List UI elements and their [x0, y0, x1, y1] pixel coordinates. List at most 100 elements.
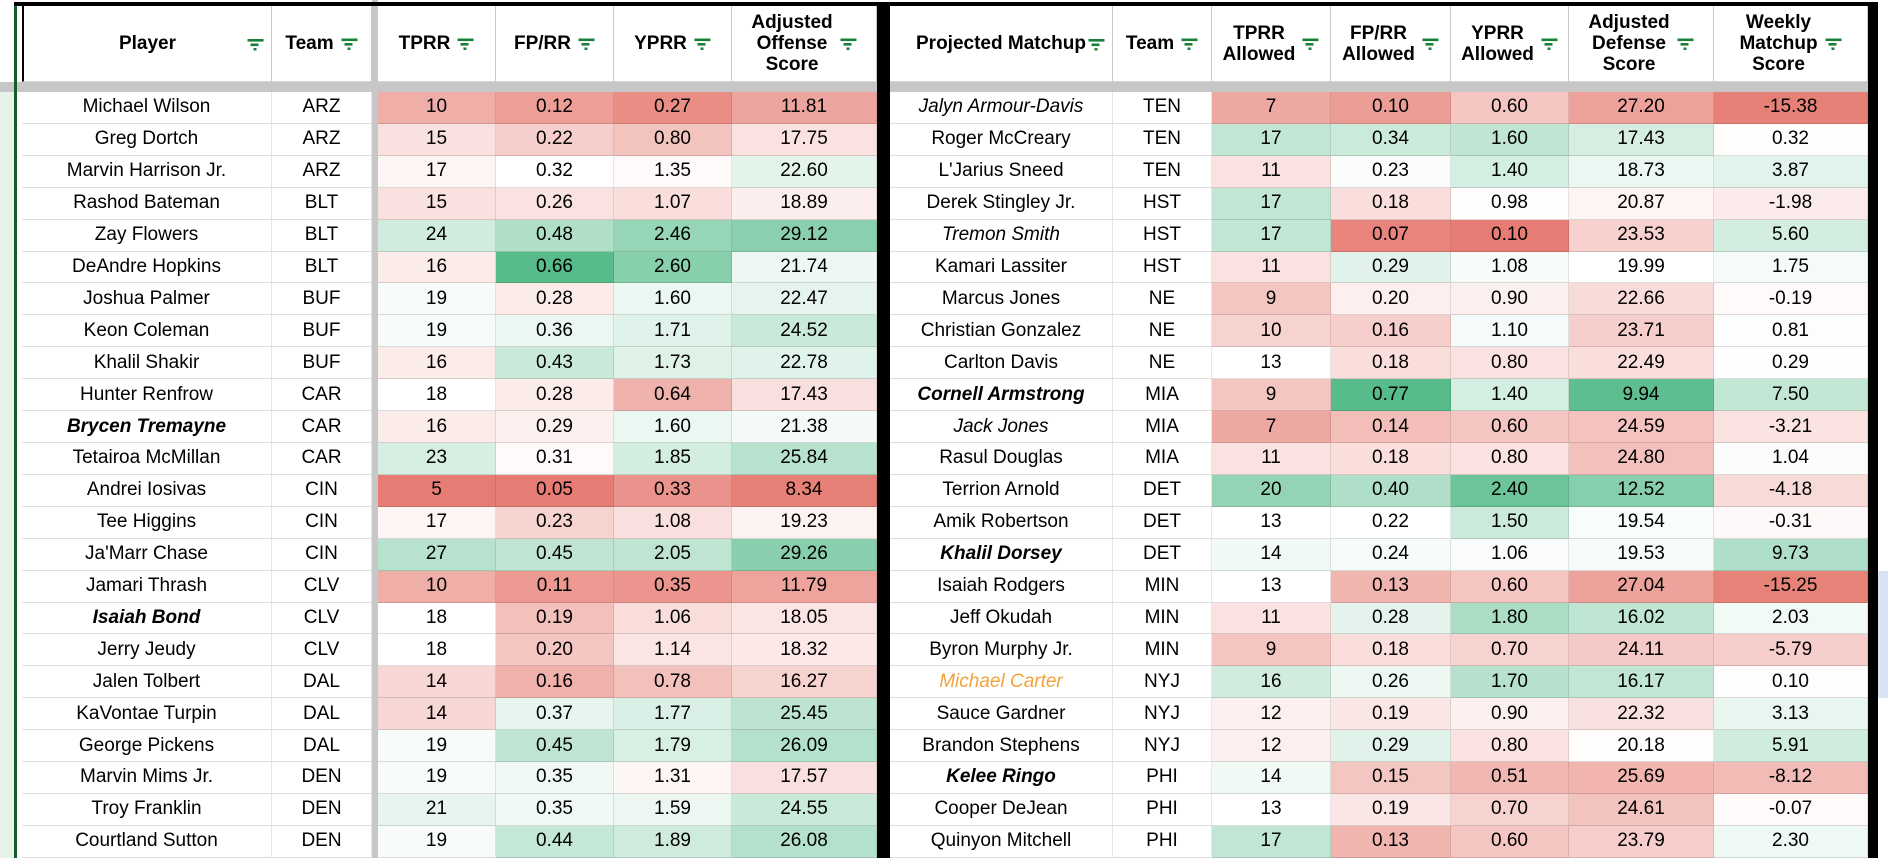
team-cell[interactable]: BLT [272, 251, 372, 284]
yprr-cell[interactable]: 1.31 [614, 762, 732, 794]
fp-rr-cell[interactable]: 0.26 [496, 187, 614, 220]
team-cell[interactable]: BUF [272, 347, 372, 380]
tprr-cell[interactable]: 21 [378, 793, 496, 826]
player-cell[interactable]: Kamari Lassiter [890, 251, 1113, 284]
team-cell[interactable]: ARZ [272, 155, 372, 188]
fp-rr-cell[interactable]: 0.36 [496, 315, 614, 348]
player-cell[interactable]: Jerry Jeudy [22, 634, 272, 667]
team-cell[interactable]: BUF [272, 283, 372, 316]
fp-rr-allowed-cell[interactable]: 0.34 [1331, 123, 1451, 156]
player-cell[interactable]: Amik Robertson [890, 506, 1113, 539]
adjusted-defense-score-cell[interactable]: 24.61 [1569, 793, 1714, 826]
yprr-cell[interactable]: 2.60 [614, 251, 732, 284]
column-header-team-allowed[interactable]: Team [1113, 6, 1212, 82]
player-cell[interactable]: Jack Jones [890, 411, 1113, 443]
weekly-matchup-score-cell[interactable]: 0.29 [1714, 347, 1868, 380]
tprr-cell[interactable]: 10 [378, 570, 496, 603]
team-cell[interactable]: NE [1113, 347, 1212, 380]
yprr-cell[interactable]: 1.79 [614, 730, 732, 763]
adjusted-defense-score-cell[interactable]: 22.49 [1569, 347, 1714, 380]
adjusted-offense-score-cell[interactable]: 25.45 [732, 698, 877, 731]
yprr-cell[interactable]: 1.89 [614, 825, 732, 858]
team-cell[interactable]: MIA [1113, 379, 1212, 412]
column-header-yprr[interactable]: YPRR [614, 6, 732, 82]
team-cell[interactable]: CIN [272, 538, 372, 571]
fp-rr-allowed-cell[interactable]: 0.29 [1331, 251, 1451, 284]
yprr-cell[interactable]: 1.06 [614, 602, 732, 635]
team-cell[interactable]: DEN [272, 762, 372, 794]
yprr-cell[interactable]: 1.73 [614, 347, 732, 380]
team-cell[interactable]: CAR [272, 411, 372, 443]
tprr-allowed-cell[interactable]: 14 [1212, 538, 1331, 571]
player-cell[interactable]: George Pickens [22, 730, 272, 763]
tprr-allowed-cell[interactable]: 17 [1212, 219, 1331, 252]
player-cell[interactable]: Ja'Marr Chase [22, 538, 272, 571]
fp-rr-cell[interactable]: 0.11 [496, 570, 614, 603]
yprr-allowed-cell[interactable]: 1.60 [1451, 123, 1569, 156]
adjusted-defense-score-cell[interactable]: 24.11 [1569, 634, 1714, 667]
fp-rr-allowed-cell[interactable]: 0.23 [1331, 155, 1451, 188]
team-cell[interactable]: HST [1113, 251, 1212, 284]
player-cell[interactable]: Brandon Stephens [890, 730, 1113, 763]
weekly-matchup-score-cell[interactable]: 0.10 [1714, 666, 1868, 699]
yprr-cell[interactable]: 1.35 [614, 155, 732, 188]
yprr-allowed-cell[interactable]: 1.06 [1451, 538, 1569, 571]
tprr-cell[interactable]: 18 [378, 379, 496, 412]
column-header-adjusted-offense-score[interactable]: Adjusted Offense Score [732, 6, 877, 82]
player-cell[interactable]: Marvin Harrison Jr. [22, 155, 272, 188]
team-cell[interactable]: NE [1113, 315, 1212, 348]
team-cell[interactable]: DAL [272, 666, 372, 699]
team-cell[interactable]: CAR [272, 442, 372, 475]
adjusted-defense-score-cell[interactable]: 19.53 [1569, 538, 1714, 571]
tprr-cell[interactable]: 16 [378, 347, 496, 380]
fp-rr-allowed-cell[interactable]: 0.28 [1331, 602, 1451, 635]
yprr-cell[interactable]: 0.80 [614, 123, 732, 156]
team-cell[interactable]: NE [1113, 283, 1212, 316]
tprr-allowed-cell[interactable]: 17 [1212, 187, 1331, 220]
player-cell[interactable]: Courtland Sutton [22, 825, 272, 858]
filter-icon[interactable] [1677, 37, 1694, 50]
tprr-cell[interactable]: 15 [378, 187, 496, 220]
adjusted-offense-score-cell[interactable]: 17.43 [732, 379, 877, 412]
yprr-allowed-cell[interactable]: 0.51 [1451, 762, 1569, 794]
adjusted-defense-score-cell[interactable]: 27.04 [1569, 570, 1714, 603]
weekly-matchup-score-cell[interactable]: 2.03 [1714, 602, 1868, 635]
fp-rr-allowed-cell[interactable]: 0.19 [1331, 793, 1451, 826]
filter-icon[interactable] [578, 37, 595, 50]
weekly-matchup-score-cell[interactable]: 3.13 [1714, 698, 1868, 731]
fp-rr-allowed-cell[interactable]: 0.24 [1331, 538, 1451, 571]
fp-rr-cell[interactable]: 0.22 [496, 123, 614, 156]
fp-rr-cell[interactable]: 0.35 [496, 793, 614, 826]
adjusted-offense-score-cell[interactable]: 18.05 [732, 602, 877, 635]
player-cell[interactable]: Rashod Bateman [22, 187, 272, 220]
filter-icon[interactable] [1088, 37, 1105, 50]
fp-rr-allowed-cell[interactable]: 0.18 [1331, 442, 1451, 475]
team-cell[interactable]: ARZ [272, 123, 372, 156]
adjusted-defense-score-cell[interactable]: 22.66 [1569, 283, 1714, 316]
filter-icon[interactable] [1541, 37, 1558, 50]
adjusted-offense-score-cell[interactable]: 22.60 [732, 155, 877, 188]
adjusted-offense-score-cell[interactable]: 18.89 [732, 187, 877, 220]
fp-rr-cell[interactable]: 0.48 [496, 219, 614, 252]
yprr-allowed-cell[interactable]: 1.70 [1451, 666, 1569, 699]
adjusted-defense-score-cell[interactable]: 16.17 [1569, 666, 1714, 699]
yprr-cell[interactable]: 1.60 [614, 411, 732, 443]
yprr-allowed-cell[interactable]: 0.60 [1451, 411, 1569, 443]
player-cell[interactable]: Cornell Armstrong [890, 379, 1113, 412]
column-header-tprr-allowed[interactable]: TPRR Allowed [1212, 6, 1331, 82]
team-cell[interactable]: CIN [272, 506, 372, 539]
weekly-matchup-score-cell[interactable]: 1.04 [1714, 442, 1868, 475]
filter-icon[interactable] [1302, 37, 1319, 50]
frozen-col-divider[interactable] [372, 0, 378, 858]
fp-rr-allowed-cell[interactable]: 0.18 [1331, 634, 1451, 667]
yprr-cell[interactable]: 2.05 [614, 538, 732, 571]
yprr-allowed-cell[interactable]: 0.80 [1451, 730, 1569, 763]
team-cell[interactable]: DAL [272, 730, 372, 763]
adjusted-defense-score-cell[interactable]: 23.53 [1569, 219, 1714, 252]
tprr-allowed-cell[interactable]: 9 [1212, 634, 1331, 667]
tprr-cell[interactable]: 19 [378, 730, 496, 763]
tprr-cell[interactable]: 10 [378, 92, 496, 124]
tprr-cell[interactable]: 24 [378, 219, 496, 252]
adjusted-offense-score-cell[interactable]: 29.12 [732, 219, 877, 252]
player-cell[interactable]: Khalil Dorsey [890, 538, 1113, 571]
